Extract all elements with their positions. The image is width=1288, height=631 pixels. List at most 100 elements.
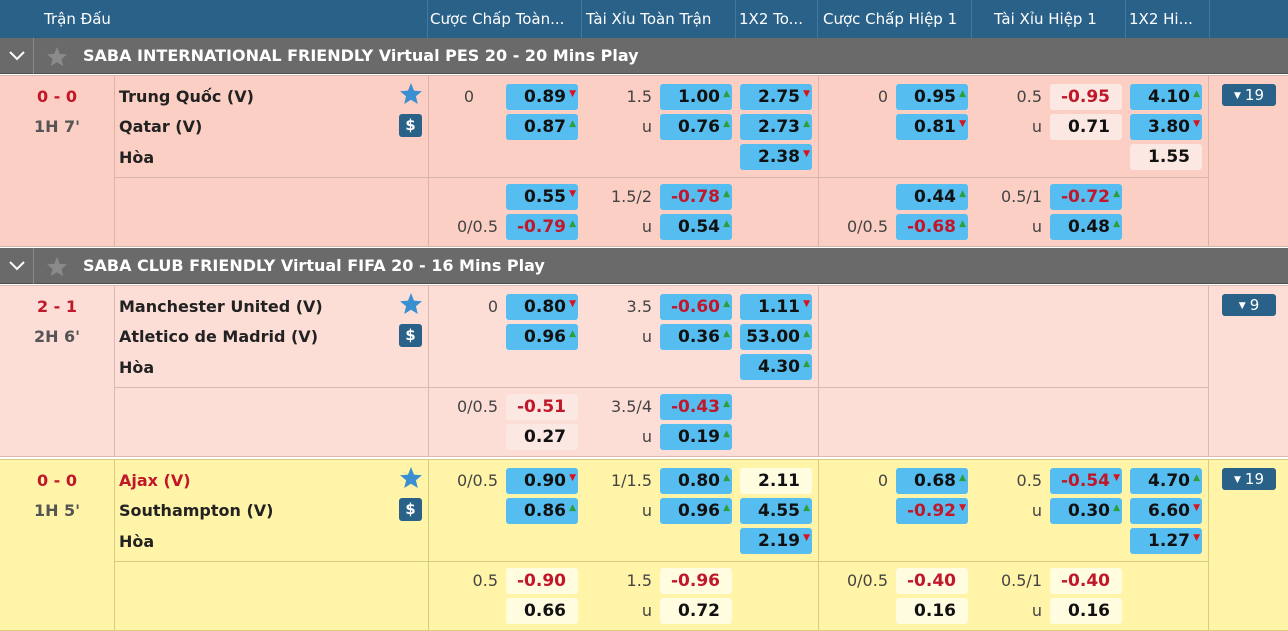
odds-line-label: 0/0.5 [456,471,498,490]
dollar-icon[interactable]: $ [399,324,422,347]
team-home[interactable]: Trung Quốc (V) [119,87,254,106]
odds-button[interactable]: 3.80 ▼ [1130,114,1202,140]
odds-button[interactable]: -0.92 ▼ [896,498,968,524]
odds-button[interactable]: 0.80 ▼ [506,294,578,320]
more-markets-button[interactable]: ▼ 9 [1222,294,1276,316]
odds-button[interactable]: 0.68 ▲ [896,468,968,494]
star-icon[interactable] [46,46,68,67]
more-markets-count: 19 [1244,86,1264,104]
odds-button[interactable]: -0.43 ▲ [660,394,732,420]
odds-button[interactable]: -0.95 [1050,84,1122,110]
more-markets-button[interactable]: ▼ 19 [1222,468,1276,490]
odds-button[interactable]: 0.87 ▲ [506,114,578,140]
odds-button[interactable]: -0.40 [1050,568,1122,594]
odds-button[interactable]: -0.54 ▼ [1050,468,1122,494]
odds-button[interactable]: -0.60 ▲ [660,294,732,320]
odds-button[interactable]: 2.11 [740,468,812,494]
chevron-down-icon[interactable] [0,248,34,284]
column-over-under-fulltime[interactable]: Tài Xỉu Toàn Trận [582,0,736,38]
odds-button[interactable]: 0.96 ▲ [506,324,578,350]
odds-button[interactable]: -0.40 [896,568,968,594]
odds-button[interactable]: 0.90 ▼ [506,468,578,494]
odds-value: 0.48 [1068,217,1110,237]
odds-button[interactable]: -0.51 [506,394,578,420]
odds-button[interactable]: 0.19 ▲ [660,424,732,450]
odds-button[interactable]: 0.96 ▲ [660,498,732,524]
odds-button[interactable]: 0.48 ▲ [1050,214,1122,240]
odds-button[interactable]: 0.55 ▼ [506,184,578,210]
odds-value: -0.51 [517,397,566,417]
odds-button[interactable]: 1.55 [1130,144,1202,170]
dollar-icon[interactable]: $ [399,114,422,137]
odds-button[interactable]: -0.79 ▲ [506,214,578,240]
arrow-up-icon: ▲ [803,503,810,513]
team-home[interactable]: Ajax (V) [119,471,191,490]
column-divider [818,459,819,631]
odds-button[interactable]: 0.30 ▲ [1050,498,1122,524]
odds-button[interactable]: 0.72 [660,598,732,624]
league-header[interactable]: SABA CLUB FRIENDLY Virtual FIFA 20 - 16 … [0,248,1288,284]
league-header[interactable]: SABA INTERNATIONAL FRIENDLY Virtual PES … [0,38,1288,74]
arrow-up-icon: ▲ [1193,473,1200,483]
odds-button[interactable]: 0.80 ▲ [660,468,732,494]
odds-button[interactable]: 0.81 ▼ [896,114,968,140]
odds-button[interactable]: 0.16 [896,598,968,624]
odds-button[interactable]: 0.66 [506,598,578,624]
odds-value: 0.96 [678,501,720,521]
odds-value: 2.75 [758,87,800,107]
odds-button[interactable]: 2.19 ▼ [740,528,812,554]
odds-button[interactable]: 2.38 ▼ [740,144,812,170]
star-icon[interactable] [46,256,68,277]
odds-button[interactable]: 0.86 ▲ [506,498,578,524]
team-away[interactable]: Qatar (V) [119,117,203,136]
odds-button[interactable]: -0.90 [506,568,578,594]
odds-button[interactable]: 2.73 ▲ [740,114,812,140]
odds-button[interactable]: 4.30 ▲ [740,354,812,380]
odds-button[interactable]: 4.70 ▲ [1130,468,1202,494]
match-row: 0 - 0 1H 7' Trung Quốc (V) Qatar (V) Hòa $ ▼ 19… [0,75,1288,247]
star-icon[interactable] [399,466,423,493]
arrow-down-icon: ▼ [569,299,576,309]
arrow-up-icon: ▲ [723,219,730,229]
star-icon[interactable] [399,82,423,109]
odds-button[interactable]: 0.89 ▼ [506,84,578,110]
column-over-under-half1[interactable]: Tài Xỉu Hiệp 1 [972,0,1126,38]
odds-button[interactable]: 1.27 ▼ [1130,528,1202,554]
odds-button[interactable]: 6.60 ▼ [1130,498,1202,524]
odds-button[interactable]: -0.96 [660,568,732,594]
column-1x2-fulltime[interactable]: 1X2 To... [736,0,818,38]
odds-button[interactable]: 0.76 ▲ [660,114,732,140]
odds-button[interactable]: 1.11 ▼ [740,294,812,320]
column-handicap-half1[interactable]: Cược Chấp Hiệp 1 [818,0,972,38]
dollar-icon[interactable]: $ [399,498,422,521]
chevron-down-icon[interactable] [0,38,34,74]
arrow-down-icon: ▼ [803,299,810,309]
odds-line-label: 0.5/1 [1000,571,1042,590]
team-away[interactable]: Atletico de Madrid (V) [119,327,318,346]
star-icon[interactable] [399,292,423,319]
odds-button[interactable]: 0.16 [1050,598,1122,624]
odds-button[interactable]: 0.36 ▲ [660,324,732,350]
odds-button[interactable]: 0.95 ▲ [896,84,968,110]
odds-button[interactable]: 0.44 ▲ [896,184,968,210]
column-match[interactable]: Trận Đấu [0,0,428,38]
odds-button[interactable]: 0.54 ▲ [660,214,732,240]
odds-button[interactable]: 1.00 ▲ [660,84,732,110]
odds-button[interactable]: 4.10 ▲ [1130,84,1202,110]
odds-button[interactable]: 4.55 ▲ [740,498,812,524]
more-markets-button[interactable]: ▼ 19 [1222,84,1276,106]
odds-button[interactable]: -0.68 ▲ [896,214,968,240]
odds-button[interactable]: 0.27 [506,424,578,450]
team-home[interactable]: Manchester United (V) [119,297,323,316]
odds-value: -0.68 [907,217,956,237]
odds-button[interactable]: 0.71 [1050,114,1122,140]
odds-button[interactable]: 2.75 ▼ [740,84,812,110]
column-handicap-fulltime[interactable]: Cược Chấp Toàn... [428,0,582,38]
column-1x2-half1[interactable]: 1X2 Hi... [1126,0,1210,38]
triangle-down-icon: ▼ [1233,475,1241,485]
team-away[interactable]: Southampton (V) [119,501,274,520]
odds-button[interactable]: 53.00 ▲ [740,324,812,350]
odds-button[interactable]: -0.72 ▲ [1050,184,1122,210]
odds-button[interactable]: -0.78 ▲ [660,184,732,210]
odds-value: -0.90 [517,571,566,591]
